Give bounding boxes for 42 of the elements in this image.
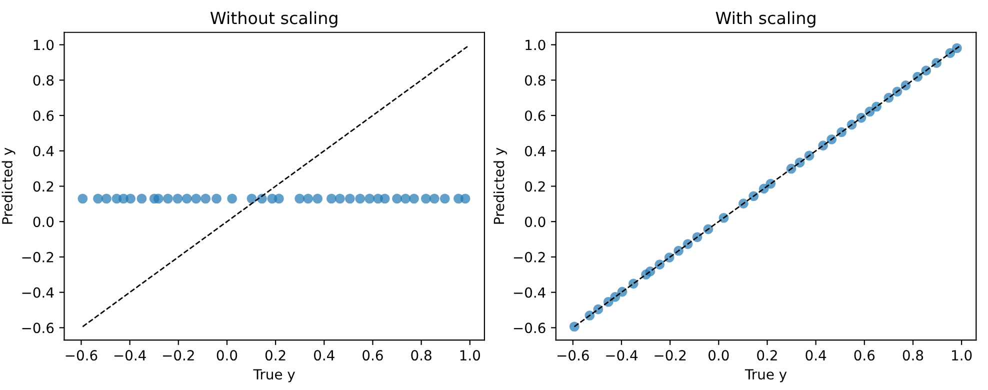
y-tick-label: 0.6 xyxy=(33,110,54,121)
x-tick-label: 0.6 xyxy=(854,350,875,361)
y-tick-label: 0.0 xyxy=(525,216,546,228)
x-tick-label: 0.2 xyxy=(757,350,777,361)
x-tick-label: 0.8 xyxy=(411,350,432,361)
y-axis-title: Predicted y xyxy=(2,148,16,224)
chart-title: With scaling xyxy=(716,11,816,28)
x-tick-label: 0.0 xyxy=(708,350,729,361)
y-tick-label: 0.0 xyxy=(33,216,54,228)
y-tick-label: 0.6 xyxy=(525,110,546,121)
y-tick-label: 0.8 xyxy=(525,75,546,86)
x-tick-label: 0.8 xyxy=(902,350,924,361)
x-tick-label: −0.4 xyxy=(114,350,146,361)
x-tick-label: 0.4 xyxy=(314,350,334,361)
y-tick-label: −0.2 xyxy=(514,252,545,262)
y-tick-label: 1.0 xyxy=(526,40,546,50)
x-tick-label: 1.0 xyxy=(460,350,480,361)
x-tick-label: −0.2 xyxy=(654,350,686,361)
x-tick-label: 0.0 xyxy=(216,350,238,361)
x-tick-label: −0.4 xyxy=(606,350,638,361)
y-tick-label: 0.4 xyxy=(33,146,54,156)
x-axis-title: True y xyxy=(253,369,295,382)
y-tick-label: 0.2 xyxy=(33,181,54,192)
y-tick-label: −0.2 xyxy=(22,252,54,262)
x-tick-label: −0.6 xyxy=(558,350,589,361)
y-axis-title: Predicted y xyxy=(493,148,507,224)
y-tick-label: −0.6 xyxy=(514,322,546,334)
x-tick-label: −0.2 xyxy=(163,350,194,361)
x-tick-label: 0.4 xyxy=(806,350,826,361)
y-tick-label: 0.2 xyxy=(525,181,545,192)
y-tick-label: 1.0 xyxy=(34,40,54,50)
y-tick-label: −0.4 xyxy=(22,287,54,298)
y-tick-label: 0.4 xyxy=(525,146,546,156)
x-axis-title: True y xyxy=(744,369,787,382)
x-tick-label: 1.0 xyxy=(952,350,972,361)
x-tick-label: −0.6 xyxy=(66,350,98,361)
chart-title: Without scaling xyxy=(210,11,338,28)
y-tick-label: −0.6 xyxy=(22,322,54,334)
y-tick-label: −0.4 xyxy=(514,287,546,298)
x-tick-label: 0.2 xyxy=(265,350,286,361)
y-tick-label: 0.8 xyxy=(33,75,54,86)
x-tick-label: 0.6 xyxy=(362,350,383,361)
